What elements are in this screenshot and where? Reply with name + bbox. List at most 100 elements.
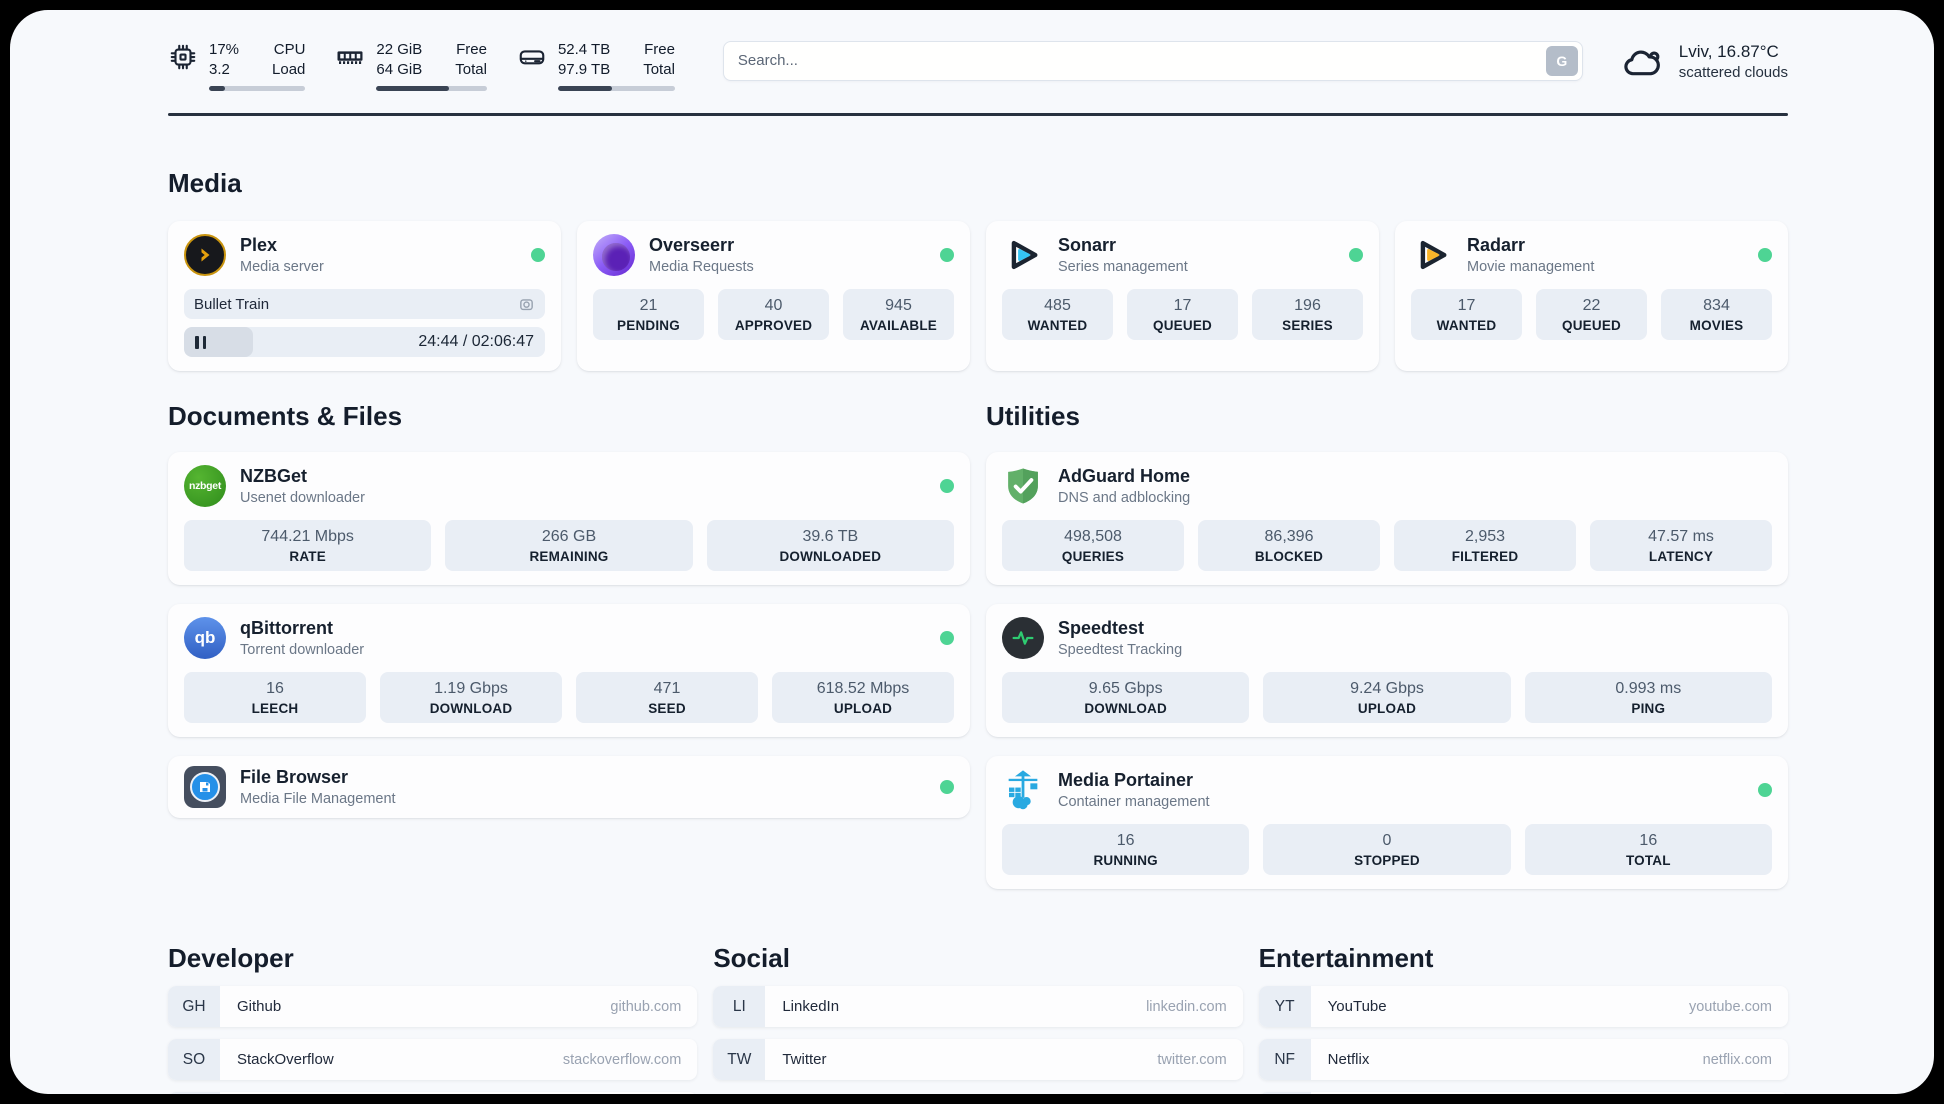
stat-value: 17 (1457, 297, 1476, 314)
stat-value: 744.21 Mbps (261, 528, 354, 545)
status-dot (940, 248, 954, 262)
stat-value: 485 (1044, 297, 1071, 314)
search-engine-button[interactable]: G (1545, 45, 1578, 76)
stat-value: 9.24 Gbps (1350, 680, 1424, 697)
app-name: qBittorrent (240, 617, 333, 638)
memory-progress-bar (376, 86, 487, 91)
social-section-title: Social (713, 943, 790, 973)
link-row-twitter[interactable]: TW Twitter twitter.com (713, 1039, 1243, 1080)
app-description: Media server (240, 259, 324, 276)
app-description: DNS and adblocking (1058, 490, 1191, 507)
media-grid: Plex Media server Bullet Train 24:44 / 0 (168, 221, 1788, 371)
media-section-title: Media (168, 168, 242, 198)
status-dot (1758, 248, 1772, 262)
status-dot (1758, 783, 1772, 797)
stat-box: 22 QUEUED (1536, 289, 1647, 340)
entertainment-column: Entertainment YT YouTube youtube.com NF … (1258, 943, 1788, 1094)
link-url: github.com (610, 998, 682, 1015)
app-description: Torrent downloader (240, 642, 365, 659)
memory-total-value: 64 GiB (376, 60, 423, 78)
app-card-speedtest[interactable]: Speedtest Speedtest Tracking 9.65 Gbps D… (986, 604, 1788, 737)
weather-condition: scattered clouds (1678, 64, 1788, 81)
stat-label: DOWNLOAD (429, 701, 513, 716)
app-card-filebrowser[interactable]: File Browser Media File Management (168, 756, 970, 818)
cpu-load-value: 3.2 (209, 60, 230, 78)
app-card-qbittorrent[interactable]: qb qBittorrent Torrent downloader 16 LEE… (168, 604, 970, 737)
stat-box: 0.993 ms PING (1524, 672, 1772, 723)
app-name: Overseerr (649, 234, 735, 255)
app-card-adguard[interactable]: AdGuard Home DNS and adblocking 498,508 … (986, 452, 1788, 585)
stat-value: 21 (639, 297, 658, 314)
stat-label: RUNNING (1093, 853, 1158, 868)
camera-icon[interactable] (518, 296, 535, 313)
pause-icon (195, 335, 199, 349)
link-row-youtube[interactable]: YT YouTube youtube.com (1258, 986, 1788, 1027)
sonarr-icon (1002, 234, 1044, 276)
app-name: Plex (240, 234, 278, 255)
search-bar: G (722, 40, 1583, 81)
link-name: Github (237, 998, 282, 1015)
link-url: netflix.com (1702, 1051, 1772, 1068)
app-description: Media File Management (240, 791, 396, 808)
plex-playback-bar[interactable]: 24:44 / 02:06:47 (184, 327, 545, 357)
stat-value: 498,508 (1064, 528, 1122, 545)
stat-value: 47.57 ms (1648, 528, 1714, 545)
link-row-github[interactable]: GH Github github.com (168, 986, 698, 1027)
plex-now-playing-row: Bullet Train (184, 289, 545, 319)
app-name: Sonarr (1058, 234, 1117, 255)
stat-label: REMAINING (529, 549, 609, 564)
cpu-icon (170, 44, 196, 70)
cpu-label: CPU (273, 41, 306, 58)
documents-column: Documents & Files nzbget NZBGet Usenet d… (168, 401, 970, 889)
cpu-progress-bar (209, 86, 306, 91)
stat-value: 0.993 ms (1615, 680, 1682, 697)
app-card-radarr[interactable]: Radarr Movie management 17 WANTED 22 QUE… (1395, 221, 1788, 371)
link-name: YouTube (1327, 998, 1387, 1015)
stat-label: UPLOAD (1357, 701, 1417, 716)
stat-box: 16 TOTAL (1524, 824, 1772, 875)
link-row-netflix[interactable]: NF Netflix netflix.com (1258, 1039, 1788, 1080)
cpu-load-label: Load (272, 60, 306, 78)
link-badge: RE (1258, 1092, 1311, 1094)
stat-label: BLOCKED (1254, 549, 1324, 564)
storage-free-label: Free (644, 41, 675, 58)
app-card-nzbget[interactable]: nzbget NZBGet Usenet downloader 744.21 M… (168, 452, 970, 585)
link-badge: LI (713, 986, 766, 1027)
cpu-percent: 17% (209, 41, 240, 58)
utilities-column: Utilities AdGuard Home (986, 401, 1788, 889)
app-card-sonarr[interactable]: Sonarr Series management 485 WANTED 17 Q… (986, 221, 1379, 371)
stat-value: 1.19 Gbps (434, 680, 508, 697)
stat-value: 618.52 Mbps (816, 680, 910, 697)
link-name: Twitter (782, 1051, 827, 1068)
stat-label: DOWNLOADED (779, 549, 882, 564)
stat-value: 16 (1639, 832, 1658, 849)
stat-label: PING (1631, 701, 1666, 716)
link-row-linkedin[interactable]: LI LinkedIn linkedin.com (713, 986, 1243, 1027)
memory-total-label: Total (455, 60, 487, 78)
stat-box: 9.65 Gbps DOWNLOAD (1002, 672, 1250, 723)
stat-box: 1.19 Gbps DOWNLOAD (380, 672, 562, 723)
developer-section-title: Developer (168, 943, 294, 973)
app-card-plex[interactable]: Plex Media server Bullet Train 24:44 / 0 (168, 221, 561, 371)
app-description: Container management (1058, 794, 1210, 811)
link-url: linkedin.com (1146, 998, 1227, 1015)
memory-free-value: 22 GiB (376, 41, 423, 58)
stat-box: 2,953 FILTERED (1394, 520, 1576, 571)
link-badge: DT (168, 1092, 220, 1094)
stat-label: RATE (289, 549, 326, 564)
app-card-portainer[interactable]: Media Portainer Container management 16 … (986, 756, 1788, 889)
search-input[interactable] (722, 40, 1583, 81)
app-name: Speedtest (1058, 617, 1145, 638)
storage-free-value: 52.4 TB (557, 41, 611, 58)
radarr-icon (1411, 234, 1453, 276)
app-description: Movie management (1467, 259, 1595, 276)
app-card-overseerr[interactable]: Overseerr Media Requests 21 PENDING 40 A… (577, 221, 970, 371)
stat-box: 39.6 TB DOWNLOADED (706, 520, 954, 571)
memory-monitor: 22 GiB 64 GiB Free Total (335, 40, 487, 91)
link-row-reddit[interactable]: RE Reddit reddit.com (1258, 1092, 1788, 1094)
stat-label: FILTERED (1451, 549, 1519, 564)
link-badge: NF (1258, 1039, 1311, 1080)
link-row-dev[interactable]: DT DEV dev.to (168, 1092, 698, 1094)
link-badge: YT (1258, 986, 1311, 1027)
link-row-stackoverflow[interactable]: SO StackOverflow stackoverflow.com (168, 1039, 698, 1080)
